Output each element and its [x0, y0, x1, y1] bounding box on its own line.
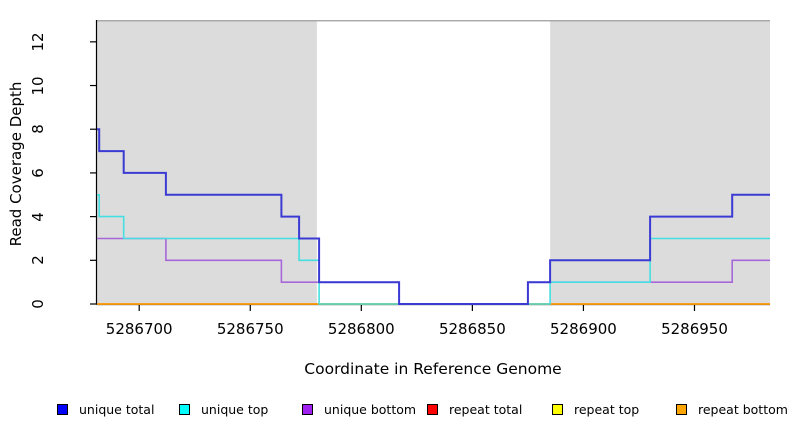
- legend-swatch-repeat-bottom: [676, 403, 687, 415]
- y-tick-label: 12: [29, 32, 47, 52]
- x-tick-label: 5286700: [105, 320, 173, 338]
- x-axis-label: Coordinate in Reference Genome: [304, 360, 562, 378]
- series-line-unique-top: [97, 194, 770, 305]
- legend-label: unique total: [79, 401, 155, 417]
- legend-label: repeat bottom: [698, 401, 788, 417]
- y-tick-label: 10: [29, 75, 47, 96]
- y-tick-label: 8: [29, 124, 47, 134]
- legend-label: unique bottom: [324, 401, 417, 417]
- x-tick-label: 5286900: [550, 320, 617, 338]
- legend: unique total unique top unique bottom re…: [0, 401, 792, 419]
- legend-label: unique top: [201, 401, 269, 417]
- legend-item-unique-total: unique total: [57, 401, 154, 417]
- x-tick-label: 5286850: [438, 320, 506, 338]
- x-tick-label: 5286950: [661, 320, 728, 338]
- legend-item-unique-top: unique top: [179, 401, 268, 417]
- series-line-unique-total: [97, 128, 770, 305]
- legend-item-unique-bottom: unique bottom: [302, 401, 416, 417]
- legend-swatch-unique-top: [179, 403, 190, 415]
- shaded-region: [97, 20, 317, 304]
- legend-item-repeat-total: repeat total: [427, 401, 522, 417]
- y-tick-label: 0: [29, 299, 47, 309]
- legend-item-repeat-top: repeat top: [552, 401, 639, 417]
- y-tick-label: 4: [29, 211, 47, 222]
- legend-swatch-unique-bottom: [302, 403, 313, 415]
- y-axis-label: Read Coverage Depth: [7, 81, 25, 247]
- legend-swatch-unique-total: [57, 403, 68, 415]
- legend-swatch-repeat-top: [552, 403, 563, 415]
- y-tick-label: 6: [29, 168, 47, 178]
- legend-item-repeat-bottom: repeat bottom: [676, 401, 788, 417]
- x-tick-label: 5286750: [216, 320, 284, 338]
- legend-label: repeat top: [574, 401, 640, 417]
- shaded-region: [550, 20, 770, 304]
- x-tick-label: 5286800: [327, 320, 395, 338]
- legend-swatch-repeat-total: [427, 403, 438, 415]
- legend-label: repeat total: [449, 401, 523, 417]
- y-tick-label: 2: [29, 255, 47, 266]
